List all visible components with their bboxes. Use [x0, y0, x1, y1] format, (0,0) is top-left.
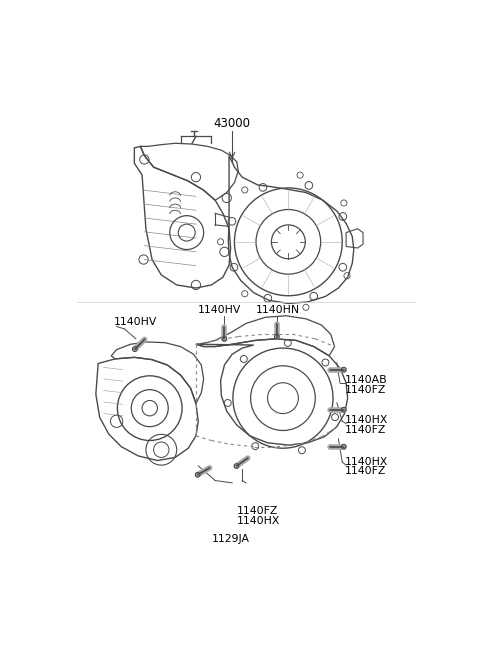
Text: 1140HX: 1140HX — [345, 415, 388, 426]
Text: 1140HX: 1140HX — [345, 457, 388, 467]
Text: 1140FZ: 1140FZ — [345, 424, 386, 435]
Text: 1140HV: 1140HV — [114, 317, 157, 327]
Text: 1140HV: 1140HV — [197, 305, 241, 315]
Text: 1140FZ: 1140FZ — [345, 466, 386, 476]
Text: 1140HX: 1140HX — [237, 515, 280, 525]
Text: 1140HN: 1140HN — [256, 305, 300, 315]
Text: 1140FZ: 1140FZ — [345, 384, 386, 395]
Text: 1140FZ: 1140FZ — [237, 506, 278, 516]
Text: 43000: 43000 — [214, 117, 251, 130]
Text: 1140AB: 1140AB — [345, 375, 387, 385]
Text: 1129JA: 1129JA — [211, 534, 249, 544]
